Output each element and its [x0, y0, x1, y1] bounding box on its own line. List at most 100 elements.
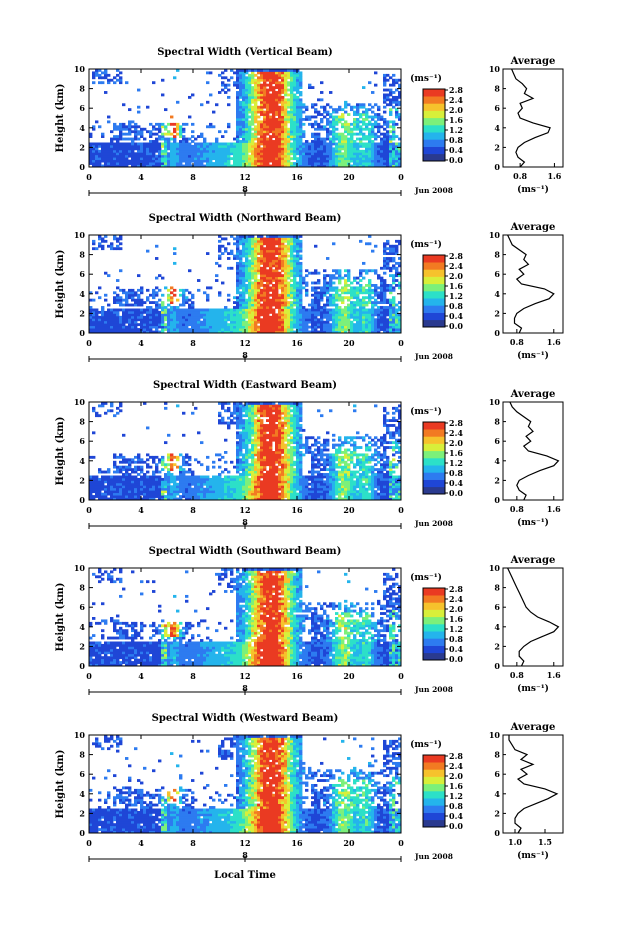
heatmap-cell — [386, 135, 390, 138]
heatmap-cell — [158, 480, 162, 484]
heatmap-cell — [290, 310, 294, 314]
heatmap-cell — [395, 81, 399, 85]
heatmap-cell — [293, 118, 297, 121]
heatmap-cell — [344, 279, 348, 282]
heatmap-cell — [215, 320, 219, 324]
heatmap-cell — [290, 284, 294, 287]
heatmap-cell — [137, 487, 141, 491]
heatmap-cell — [353, 288, 357, 292]
heatmap-cell — [353, 315, 357, 319]
heatmap-cell — [104, 164, 108, 168]
heatmap-cell — [347, 284, 351, 287]
heatmap-cell — [185, 157, 189, 161]
heatmap-cell — [230, 164, 234, 168]
heatmap-cell — [122, 330, 126, 334]
heatmap-cell — [161, 325, 165, 329]
heatmap-cell — [389, 149, 393, 153]
heatmap-cell — [317, 98, 321, 102]
heatmap-cell — [155, 477, 159, 481]
heatmap-cell — [218, 152, 222, 156]
heatmap-cell — [290, 296, 294, 300]
heatmap-cell — [152, 142, 156, 146]
heatmap-cell — [254, 83, 258, 87]
heatmap-cell — [239, 308, 243, 312]
heatmap-cell — [230, 149, 234, 153]
heatmap-cell — [221, 313, 225, 317]
heatmap-cell — [308, 157, 312, 161]
heatmap-cell — [314, 328, 318, 331]
heatmap-cell — [308, 149, 312, 153]
heatmap-cell — [380, 162, 384, 165]
heatmap-cell — [161, 306, 165, 309]
heatmap-cell — [296, 271, 300, 275]
heatmap-cell — [101, 320, 105, 324]
heatmap-cell — [116, 164, 120, 168]
heatmap-cell — [290, 91, 294, 94]
heatmap-cell — [236, 164, 240, 168]
heatmap-cell — [398, 83, 402, 87]
heatmap-cell — [347, 122, 351, 126]
heatmap-cell — [119, 402, 123, 405]
heatmap-cell — [227, 149, 231, 153]
heatmap-cell — [359, 288, 363, 292]
heatmap-cell — [359, 325, 363, 329]
heatmap-cell — [269, 83, 273, 87]
heatmap-cell — [296, 249, 300, 253]
heatmap-cell — [389, 298, 393, 302]
heatmap-cell — [353, 310, 357, 314]
heatmap-cell — [188, 115, 192, 119]
heatmap-cell — [332, 274, 336, 278]
heatmap-cell — [233, 164, 237, 168]
heatmap-cell — [392, 259, 396, 263]
heatmap-cell — [398, 147, 402, 151]
heatmap-cell — [101, 318, 105, 322]
heatmap-cell — [296, 88, 300, 92]
heatmap-cell — [122, 313, 126, 317]
heatmap-cell — [272, 130, 276, 134]
heatmap-cell — [266, 308, 270, 312]
heatmap-cell — [167, 482, 171, 486]
heatmap-cell — [242, 122, 246, 126]
heatmap-cell — [299, 135, 303, 138]
heatmap-cell — [371, 284, 375, 287]
heatmap-cell — [182, 310, 186, 314]
heatmap-cell — [104, 73, 108, 77]
heatmap-cell — [149, 154, 153, 158]
heatmap-cell — [302, 325, 306, 329]
heatmap-cell — [356, 159, 360, 163]
heatmap-cell — [395, 152, 399, 156]
heatmap-cell — [365, 301, 369, 304]
heatmap-cell — [113, 157, 117, 161]
heatmap-cell — [236, 152, 240, 156]
heatmap-cell — [128, 137, 132, 141]
heatmap-cell — [317, 313, 321, 317]
heatmap-cell — [209, 147, 213, 151]
heatmap-cell — [251, 78, 255, 82]
heatmap-cell — [386, 152, 390, 156]
heatmap-cell — [398, 261, 402, 265]
heatmap-cell — [179, 308, 183, 312]
heatmap-cell — [179, 330, 183, 334]
heatmap-cell — [392, 78, 396, 82]
heatmap-cell — [260, 291, 264, 295]
heatmap-cell — [371, 306, 375, 309]
heatmap-cell — [266, 105, 270, 109]
heatmap-cell — [242, 279, 246, 282]
heatmap-cell — [263, 274, 267, 278]
heatmap-cell — [389, 247, 393, 251]
heatmap-cell — [332, 142, 336, 146]
heatmap-cell — [116, 455, 120, 459]
heatmap-cell — [176, 154, 180, 158]
heatmap-cell — [254, 125, 258, 129]
heatmap-cell — [227, 152, 231, 156]
heatmap-cell — [266, 108, 270, 112]
heatmap-cell — [164, 495, 168, 498]
heatmap-cell — [188, 323, 192, 327]
heatmap-cell — [95, 330, 99, 334]
heatmap-cell — [305, 293, 309, 297]
heatmap-cell — [194, 154, 198, 158]
heatmap-cell — [278, 71, 282, 75]
heatmap-cell — [152, 477, 156, 481]
heatmap-cell — [287, 69, 291, 72]
heatmap-cell — [254, 323, 258, 327]
